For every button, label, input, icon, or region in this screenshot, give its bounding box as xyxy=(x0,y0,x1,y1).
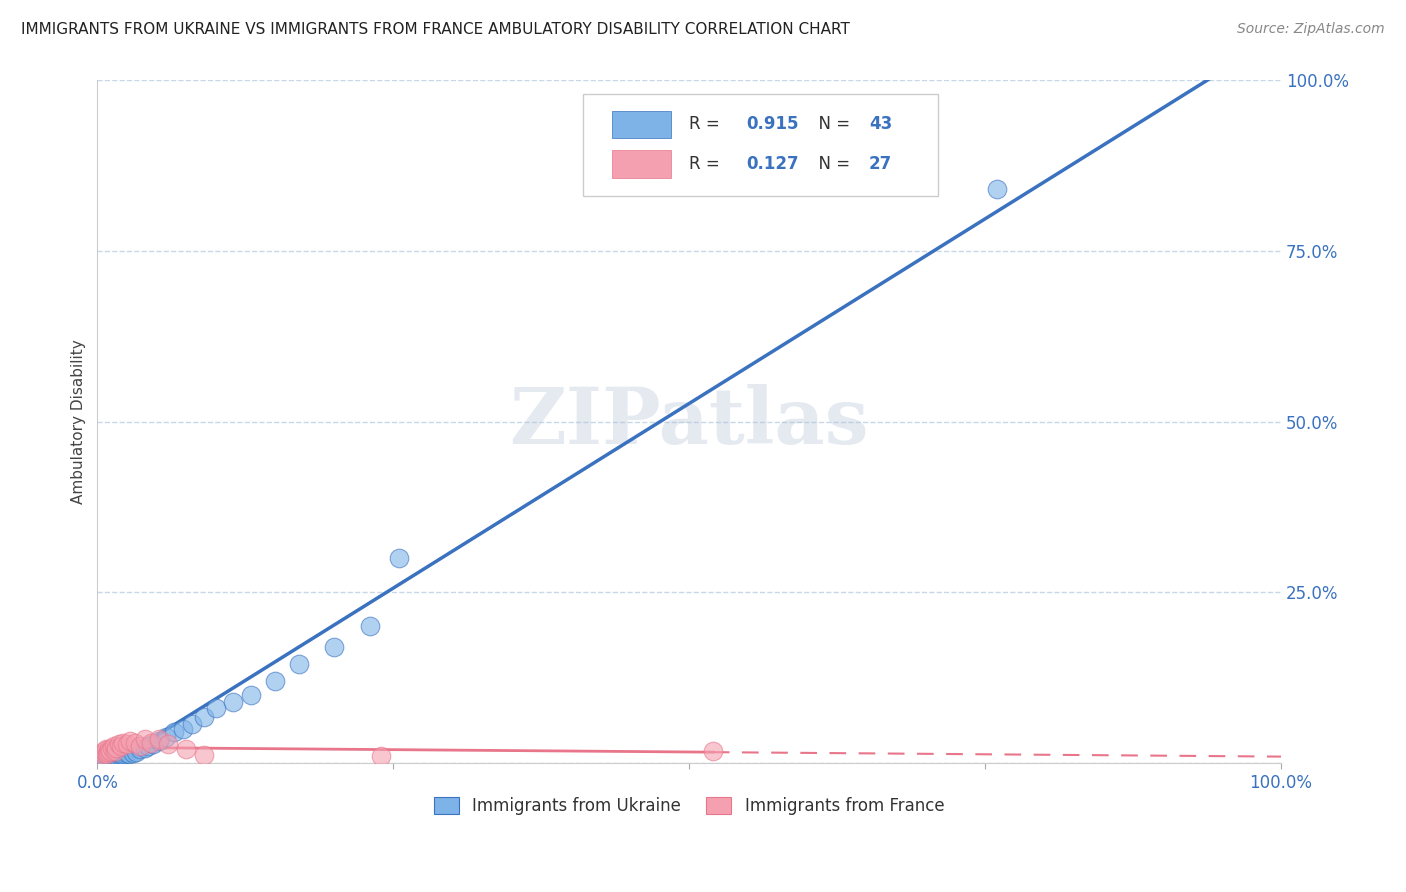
Point xyxy=(107,747,129,762)
Point xyxy=(142,737,165,751)
Point xyxy=(323,640,346,654)
Y-axis label: Ambulatory Disability: Ambulatory Disability xyxy=(72,339,86,504)
FancyBboxPatch shape xyxy=(582,94,938,196)
Text: 27: 27 xyxy=(869,155,893,173)
Point xyxy=(129,742,152,756)
Point xyxy=(93,749,115,764)
Point xyxy=(136,739,159,753)
Point xyxy=(96,747,118,762)
Point xyxy=(264,674,287,689)
Point xyxy=(90,747,112,762)
Point xyxy=(115,737,138,751)
Point xyxy=(90,749,112,764)
FancyBboxPatch shape xyxy=(612,151,672,178)
Point xyxy=(129,739,152,753)
Point xyxy=(139,736,162,750)
Text: Source: ZipAtlas.com: Source: ZipAtlas.com xyxy=(1237,22,1385,37)
Point xyxy=(103,748,125,763)
Point xyxy=(702,744,724,758)
Point xyxy=(121,746,143,760)
Point xyxy=(222,695,245,709)
Text: 43: 43 xyxy=(869,115,893,134)
Point xyxy=(155,730,177,744)
Point xyxy=(112,736,135,750)
Point xyxy=(148,734,170,748)
Point xyxy=(98,749,121,764)
Point xyxy=(359,619,381,633)
Point xyxy=(108,748,131,763)
Point xyxy=(148,732,170,747)
Point xyxy=(240,688,263,702)
Point xyxy=(112,747,135,762)
Point xyxy=(107,737,129,751)
Point xyxy=(97,747,120,762)
Point xyxy=(111,747,134,762)
Point xyxy=(98,744,121,758)
Point xyxy=(110,739,132,753)
Text: N =: N = xyxy=(807,155,855,173)
Point xyxy=(97,745,120,759)
FancyBboxPatch shape xyxy=(612,111,672,138)
Point xyxy=(134,741,156,756)
Point xyxy=(193,747,215,762)
Point xyxy=(193,709,215,723)
Point xyxy=(94,742,117,756)
Point xyxy=(100,747,122,762)
Point xyxy=(93,744,115,758)
Point xyxy=(115,746,138,760)
Point xyxy=(204,701,226,715)
Point xyxy=(91,746,114,760)
Point xyxy=(157,737,180,751)
Text: 0.127: 0.127 xyxy=(747,155,799,173)
Point xyxy=(114,747,136,761)
Point xyxy=(101,749,124,764)
Point xyxy=(105,747,128,762)
Point xyxy=(104,744,127,758)
Point xyxy=(107,749,129,764)
Point xyxy=(110,747,132,762)
Point xyxy=(98,747,121,762)
Point xyxy=(120,734,142,748)
Point xyxy=(163,725,186,739)
Point xyxy=(172,722,194,736)
Point xyxy=(100,741,122,756)
Point xyxy=(125,745,148,759)
Point xyxy=(287,657,309,671)
Text: IMMIGRANTS FROM UKRAINE VS IMMIGRANTS FROM FRANCE AMBULATORY DISABILITY CORRELAT: IMMIGRANTS FROM UKRAINE VS IMMIGRANTS FR… xyxy=(21,22,851,37)
Point xyxy=(96,749,118,764)
Text: N =: N = xyxy=(807,115,855,134)
Point xyxy=(986,182,1008,196)
Point xyxy=(105,741,128,756)
Point xyxy=(103,739,125,753)
Point xyxy=(124,736,146,750)
Point xyxy=(370,749,392,764)
Legend: Immigrants from Ukraine, Immigrants from France: Immigrants from Ukraine, Immigrants from… xyxy=(426,789,953,823)
Text: R =: R = xyxy=(689,115,725,134)
Text: 0.915: 0.915 xyxy=(747,115,799,134)
Text: R =: R = xyxy=(689,155,725,173)
Point xyxy=(94,747,117,762)
Text: ZIPatlas: ZIPatlas xyxy=(509,384,869,459)
Point xyxy=(181,716,204,731)
Point xyxy=(174,742,197,756)
Point xyxy=(98,742,121,756)
Point xyxy=(104,749,127,764)
Point xyxy=(134,732,156,747)
Point xyxy=(388,551,411,566)
Point xyxy=(118,747,141,762)
Point xyxy=(91,747,114,762)
